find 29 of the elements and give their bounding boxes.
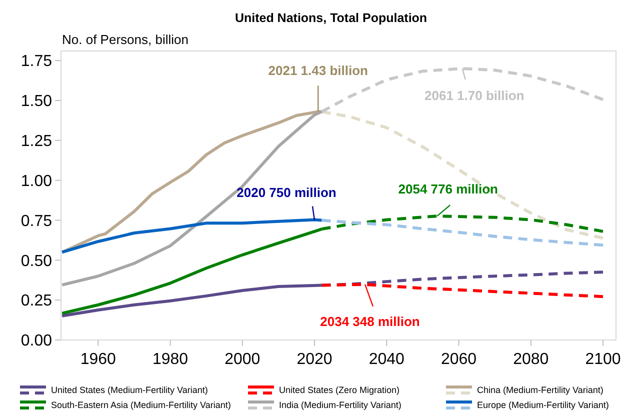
x-tick-label: 1980 (152, 351, 188, 368)
annotation: 2061 1.70 billion (424, 88, 524, 104)
annotation: 2020 750 million (236, 184, 336, 200)
y-tick-label: 0.75 (20, 212, 52, 230)
x-tick-label: 1960 (80, 351, 116, 368)
y-tick-label: 1.75 (20, 53, 52, 70)
x-tick-label: 2020 (296, 351, 332, 368)
x-tick-label: 2000 (224, 351, 260, 368)
x-tick-label: 2100 (585, 351, 621, 368)
annotation: 2034 348 million (320, 314, 420, 329)
y-tick-label: 0.00 (20, 332, 52, 350)
y-tick-label: 1.25 (20, 133, 52, 150)
y-axis-title: No. of Persons, billion (62, 32, 188, 47)
legend-label: China (Medium-Fertility Variant) (477, 385, 604, 396)
legend-label: United States (Medium-Fertility Variant) (51, 385, 208, 396)
y-tick-label: 0.50 (20, 252, 52, 270)
legend-label: South-Eastern Asia (Medium-Fertility Variant) (51, 400, 231, 410)
annotation: 2054 776 million (398, 182, 498, 197)
y-tick-label: 1.00 (20, 172, 52, 190)
y-tick-label: 1.50 (20, 93, 52, 110)
y-tick-label: 0.25 (20, 292, 52, 310)
chart-title: United Nations, Total Population (234, 11, 428, 25)
x-tick-label: 2060 (440, 351, 477, 368)
legend-label: Europe (Medium-Fertility Variant) (477, 400, 609, 410)
legend-label: United States (Zero Migration) (279, 385, 400, 396)
legend-label: India (Medium-Fertility Variant) (279, 400, 402, 410)
annotation: 2021 1.43 billion (268, 63, 368, 78)
x-tick-label: 2080 (513, 351, 549, 368)
x-tick-label: 2040 (368, 351, 405, 368)
